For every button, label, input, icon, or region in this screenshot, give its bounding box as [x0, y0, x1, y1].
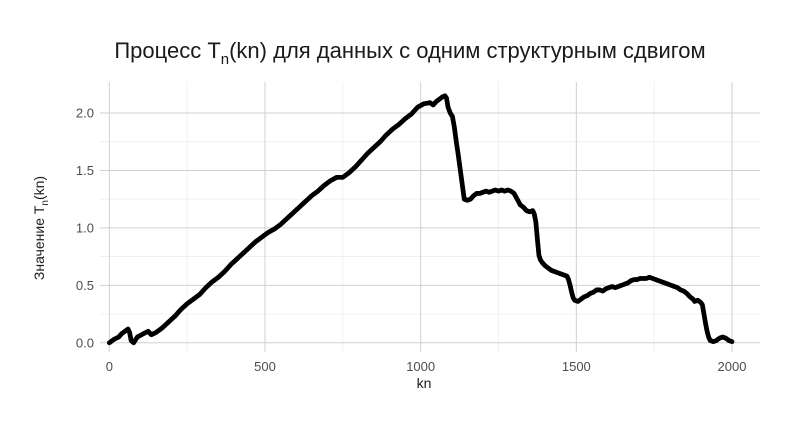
- x-axis-ticks: 0 500 1000 1500 2000: [106, 359, 747, 374]
- y-tick-label: 2.0: [76, 106, 94, 121]
- x-tick-label: 500: [254, 359, 276, 374]
- y-axis-label: Значение Tn(kn): [31, 176, 51, 280]
- x-tick-label: 0: [106, 359, 113, 374]
- grid: [100, 82, 760, 352]
- y-tick-label: 0.5: [76, 278, 94, 293]
- data-point: [729, 339, 735, 345]
- data-points: [106, 93, 735, 346]
- y-tick-label: 1.0: [76, 220, 94, 235]
- chart-title: Процесс Tn(kn) для данных с одним структ…: [114, 38, 705, 68]
- x-axis-label: kn: [417, 375, 432, 391]
- x-tick-label: 1000: [406, 359, 435, 374]
- y-axis-ticks: 0.0 0.5 1.0 1.5 2.0: [76, 106, 94, 351]
- x-tick-label: 1500: [562, 359, 591, 374]
- x-tick-label: 2000: [718, 359, 747, 374]
- y-tick-label: 0.0: [76, 335, 94, 350]
- y-tick-label: 1.5: [76, 163, 94, 178]
